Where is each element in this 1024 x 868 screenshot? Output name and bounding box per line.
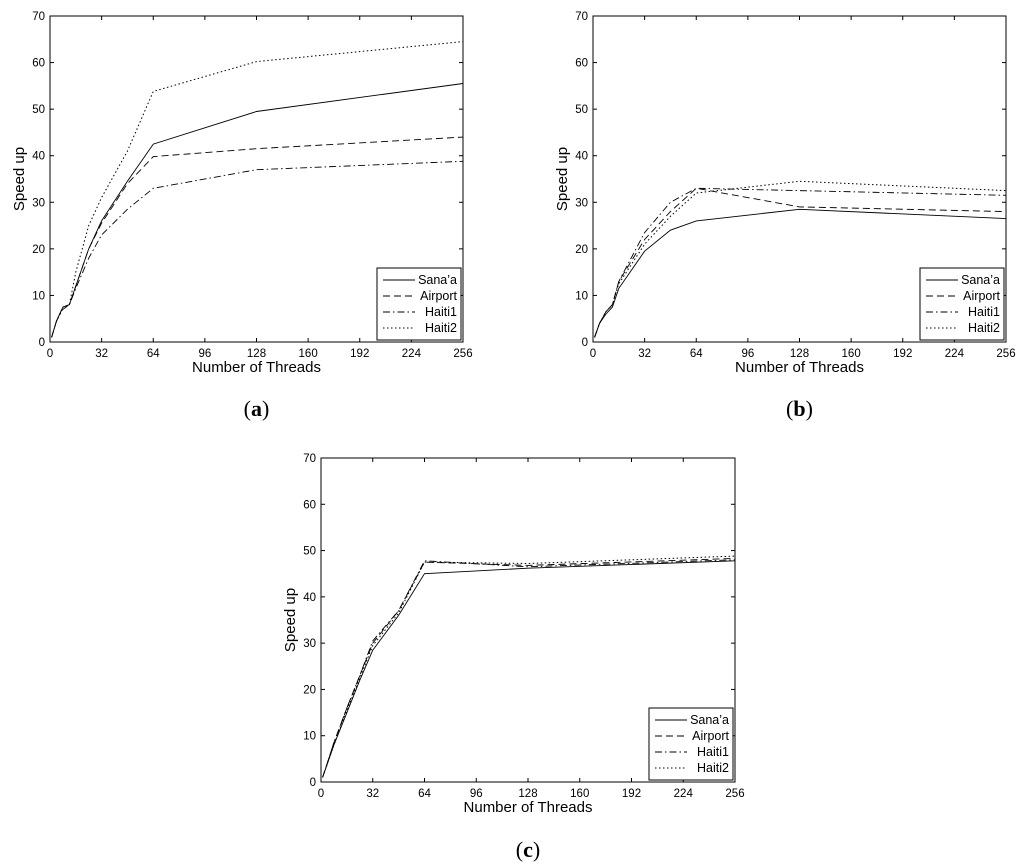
panel-caption: (a) [244,396,270,421]
y-axis-label: Speed up [282,588,299,652]
y-tick-label: 0 [582,337,588,349]
series-line-haiti1 [322,559,736,778]
y-tick-label: 20 [32,244,45,256]
x-tick-label: 96 [198,348,211,360]
x-tick-label: 256 [725,788,744,800]
x-tick-label: 160 [570,788,589,800]
y-tick-label: 70 [32,11,45,23]
legend-entry: Haiti2 [968,321,1000,335]
legend-entry: Airport [963,289,1000,303]
legend-entry: Haiti1 [697,745,729,759]
x-tick-label: 224 [402,348,422,360]
y-tick-label: 40 [303,592,316,604]
legend-entry: Haiti2 [697,761,729,775]
y-tick-label: 20 [575,244,588,256]
y-tick-label: 50 [303,546,316,558]
y-tick-label: 10 [32,290,45,302]
series-line-sanaa [322,560,736,778]
x-tick-label: 128 [247,348,266,360]
caption-letter: b [793,396,805,421]
caption-letter: a [251,396,262,421]
x-tick-label: 0 [47,348,53,360]
panel-caption: (c) [516,837,540,862]
series-line-sanaa [594,208,1007,338]
legend: Sana’a Airport Haiti1 Haiti2 [919,267,1005,341]
chart-panel-b: 0 32 64 96 128 160 192 224 256 0 10 20 30 40 50 60 70 Num… [554,11,1016,421]
y-tick-label: 30 [32,197,45,209]
x-tick-label: 32 [638,348,651,360]
series-line-airport [51,136,464,338]
y-tick-label: 60 [575,58,588,70]
x-tick-label: 64 [418,788,431,800]
y-tick-label: 10 [575,290,588,302]
legend-entry: Sana’a [418,273,457,287]
y-tick-label: 60 [303,499,316,511]
y-tick-label: 50 [32,104,45,116]
caption-close-paren: ) [806,396,813,421]
x-tick-label: 224 [674,788,694,800]
y-tick-label: 70 [575,11,588,23]
x-tick-label: 128 [518,788,537,800]
caption-letter: c [523,837,533,862]
legend-entry: Airport [692,729,729,743]
x-axis-label: Number of Threads [735,359,864,376]
y-tick-label: 60 [32,58,45,70]
caption-open-paren: ( [786,396,793,421]
x-tick-label: 160 [299,348,318,360]
x-tick-label: 64 [690,348,703,360]
x-axis-label: Number of Threads [464,799,593,816]
x-tick-label: 32 [95,348,108,360]
legend-entry: Haiti1 [968,305,1000,319]
x-tick-label: 224 [945,348,965,360]
x-tick-label: 192 [893,348,912,360]
x-tick-label: 192 [622,788,641,800]
legend-entry: Airport [420,289,457,303]
chart-panel-c: 0 32 64 96 128 160 192 224 256 0 10 20 30 40 50 60 70 Num… [282,453,745,862]
caption-close-paren: ) [533,837,540,862]
y-tick-label: 30 [575,197,588,209]
y-tick-label: 10 [303,731,316,743]
x-tick-label: 64 [147,348,160,360]
panel-caption: (b) [786,396,813,421]
x-tick-label: 96 [741,348,754,360]
caption-close-paren: ) [262,396,269,421]
legend-entry: Haiti1 [425,305,457,319]
y-tick-label: 70 [303,453,316,465]
legend: Sana’a Airport Haiti1 Haiti2 [376,267,462,341]
legend-entry: Haiti2 [425,321,457,335]
chart-panel-a: 0 32 64 96 128 160 192 224 256 0 10 20 30 40 50 60 70 Num… [11,11,473,421]
y-tick-label: 0 [310,777,316,789]
y-tick-label: 0 [39,337,45,349]
x-tick-label: 160 [842,348,861,360]
x-tick-label: 128 [790,348,809,360]
series-line-haiti2 [594,180,1007,338]
y-tick-label: 30 [303,638,316,650]
x-tick-label: 192 [350,348,369,360]
x-tick-label: 96 [470,788,483,800]
y-axis-label: Speed up [11,147,28,211]
y-tick-label: 40 [575,151,588,163]
y-tick-label: 40 [32,151,45,163]
series-line-airport [594,187,1007,338]
series-line-haiti2 [51,41,464,338]
x-tick-label: 32 [366,788,379,800]
y-tick-label: 50 [575,104,588,116]
x-tick-label: 256 [996,348,1015,360]
legend-entry: Sana’a [690,713,729,727]
caption-open-paren: ( [244,396,251,421]
legend-entry: Sana’a [961,273,1000,287]
series-line-haiti2 [322,555,736,778]
x-tick-label: 256 [453,348,472,360]
x-tick-label: 0 [318,788,324,800]
x-tick-label: 0 [590,348,596,360]
legend: Sana’a Airport Haiti1 Haiti2 [648,707,734,781]
x-axis-label: Number of Threads [192,359,321,376]
y-tick-label: 20 [303,684,316,696]
series-line-haiti1 [51,160,464,338]
y-axis-label: Speed up [554,147,571,211]
caption-open-paren: ( [516,837,523,862]
